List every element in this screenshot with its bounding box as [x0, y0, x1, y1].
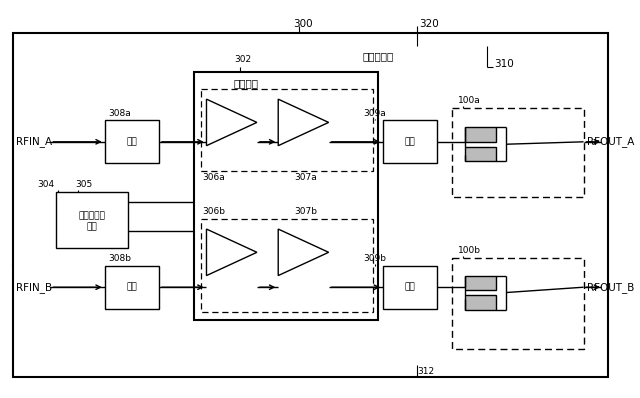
Bar: [105, 266, 159, 308]
Text: 306a: 306a: [203, 173, 225, 182]
Text: 302: 302: [235, 55, 252, 64]
Text: 100a: 100a: [458, 96, 480, 105]
Bar: [465, 295, 497, 310]
Text: 100b: 100b: [458, 246, 481, 255]
Text: 309a: 309a: [364, 109, 387, 117]
Text: 307b: 307b: [294, 207, 317, 217]
Text: 308b: 308b: [109, 254, 132, 263]
Bar: [201, 90, 373, 171]
Text: RFIN_B: RFIN_B: [15, 282, 52, 293]
Bar: [452, 108, 584, 197]
Text: 整合: 整合: [127, 137, 137, 146]
Text: 320: 320: [419, 19, 438, 29]
Text: モジュール: モジュール: [362, 51, 394, 62]
Bar: [105, 121, 159, 163]
Text: RFOUT_A: RFOUT_A: [588, 137, 635, 147]
Bar: [201, 219, 373, 312]
Bar: [465, 127, 497, 142]
Text: バイアス／: バイアス／: [79, 211, 106, 220]
Bar: [465, 275, 497, 290]
Text: 整合: 整合: [127, 283, 137, 292]
Text: RFOUT_B: RFOUT_B: [588, 282, 635, 293]
Text: 整合: 整合: [404, 137, 415, 146]
Text: RFIN_A: RFIN_A: [15, 137, 52, 147]
Text: 整合: 整合: [404, 283, 415, 292]
Bar: [465, 146, 497, 161]
Bar: [13, 33, 608, 377]
Text: 制御: 制御: [86, 222, 97, 232]
Text: 304: 304: [37, 180, 54, 189]
Text: 312: 312: [417, 367, 434, 376]
Text: 306b: 306b: [203, 207, 226, 217]
Bar: [383, 266, 437, 308]
Bar: [56, 192, 128, 248]
Text: 305: 305: [76, 180, 93, 189]
Text: 310: 310: [494, 59, 514, 69]
Text: 308a: 308a: [109, 109, 131, 117]
Bar: [383, 121, 437, 163]
Bar: [15, 46, 605, 375]
Text: 307a: 307a: [294, 173, 317, 182]
Text: ＰＡダイ: ＰＡダイ: [234, 78, 259, 88]
Text: 300: 300: [292, 19, 312, 29]
Text: 309b: 309b: [364, 254, 387, 263]
Bar: [452, 258, 584, 349]
Bar: [194, 72, 378, 320]
